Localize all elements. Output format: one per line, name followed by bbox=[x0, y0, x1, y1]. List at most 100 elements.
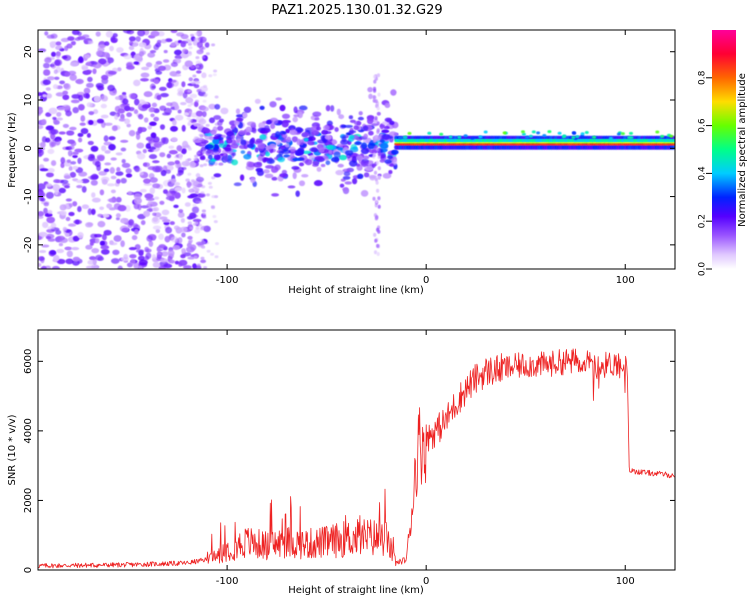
heatmap-cell bbox=[175, 70, 181, 75]
heatmap-cell bbox=[204, 42, 210, 48]
heatmap-cell bbox=[163, 49, 168, 54]
heatmap-cell bbox=[655, 130, 660, 134]
heatmap-cell bbox=[149, 187, 155, 195]
heatmap-cell bbox=[67, 150, 73, 157]
heatmap-cell bbox=[64, 45, 69, 51]
heatmap-cell bbox=[105, 30, 114, 38]
heatmap-cell bbox=[194, 154, 199, 158]
heatmap-cell bbox=[120, 139, 129, 143]
heatmap-cell bbox=[362, 125, 369, 131]
heatmap-cell bbox=[104, 122, 113, 126]
heatmap-cell bbox=[247, 161, 255, 168]
heatmap-cell bbox=[182, 265, 192, 269]
heatmap-cell bbox=[123, 253, 129, 260]
heatmap-cell bbox=[314, 117, 320, 121]
heatmap-cell bbox=[190, 80, 195, 84]
heatmap-cell bbox=[354, 141, 363, 146]
heatmap-cell bbox=[373, 138, 377, 143]
heatmap-cell bbox=[165, 169, 171, 174]
heatmap-cell bbox=[41, 265, 47, 269]
heatmap-cell bbox=[368, 130, 374, 136]
heatmap-cell bbox=[90, 175, 95, 181]
heatmap-cell bbox=[240, 150, 246, 154]
heatmap-cell bbox=[326, 144, 334, 150]
heatmap-cell bbox=[390, 89, 397, 96]
spectrogram-y-tick-label: -10 bbox=[23, 188, 34, 204]
heatmap-cell bbox=[196, 151, 201, 155]
heatmap-cell bbox=[208, 74, 213, 78]
heatmap-cell bbox=[279, 146, 286, 150]
heatmap-cell bbox=[45, 172, 54, 178]
heatmap-cell bbox=[191, 206, 200, 214]
heatmap-cell bbox=[193, 255, 198, 259]
heatmap-cell bbox=[104, 41, 110, 46]
heatmap-cell bbox=[107, 70, 117, 75]
heatmap-cell bbox=[149, 83, 156, 91]
heatmap-cell bbox=[210, 252, 215, 256]
heatmap-cell bbox=[110, 37, 118, 43]
heatmap-cell bbox=[348, 130, 357, 134]
heatmap-cell bbox=[85, 62, 92, 66]
heatmap-cell bbox=[151, 102, 158, 108]
heatmap-cell bbox=[115, 96, 121, 100]
heatmap-cell bbox=[338, 154, 348, 161]
heatmap-cell bbox=[58, 131, 66, 135]
heatmap-cell bbox=[101, 233, 107, 241]
heatmap-cell bbox=[100, 248, 110, 255]
heatmap-cell bbox=[271, 176, 278, 181]
heatmap-cell bbox=[152, 183, 161, 189]
heatmap-cell bbox=[277, 156, 285, 163]
heatmap-cell bbox=[130, 258, 136, 266]
heatmap-cell bbox=[214, 103, 221, 110]
heatmap-cell bbox=[184, 202, 191, 207]
heatmap-cell bbox=[120, 240, 125, 248]
heatmap-cell bbox=[182, 48, 188, 54]
heatmap-cell bbox=[65, 216, 71, 222]
heatmap-cell bbox=[374, 203, 378, 208]
heatmap-cell bbox=[212, 215, 217, 218]
heatmap-cell bbox=[356, 155, 364, 161]
heatmap-cell bbox=[101, 145, 107, 152]
heatmap-cell bbox=[50, 141, 56, 148]
heatmap-cell bbox=[330, 105, 335, 112]
heatmap-cell bbox=[81, 186, 87, 193]
heatmap-cell bbox=[190, 33, 195, 37]
heatmap-cell bbox=[152, 261, 161, 268]
heatmap-cell bbox=[64, 232, 70, 237]
heatmap-cell bbox=[166, 102, 173, 107]
heatmap-cell bbox=[75, 219, 80, 225]
heatmap-cell bbox=[156, 251, 163, 258]
heatmap-cell bbox=[161, 209, 170, 216]
heatmap-cell bbox=[170, 236, 179, 243]
heatmap-cell bbox=[151, 254, 157, 260]
heatmap-cell bbox=[115, 178, 121, 184]
heatmap-cell bbox=[360, 190, 369, 197]
heatmap-cell bbox=[206, 193, 210, 197]
heatmap-cell bbox=[50, 133, 56, 140]
heatmap-cell bbox=[187, 51, 192, 54]
heatmap-cell bbox=[188, 188, 195, 193]
heatmap-cell bbox=[199, 134, 204, 138]
heatmap-cell bbox=[271, 193, 280, 197]
heatmap-cell bbox=[43, 62, 50, 69]
heatmap-cell bbox=[56, 258, 66, 265]
heatmap-cell bbox=[525, 135, 530, 139]
heatmap-cell bbox=[66, 250, 73, 258]
heatmap-cell bbox=[236, 117, 244, 122]
heatmap-cell bbox=[103, 168, 110, 173]
heatmap-cell bbox=[312, 160, 320, 166]
heatmap-cell bbox=[65, 198, 73, 202]
heatmap-cell bbox=[70, 99, 80, 104]
heatmap-cell bbox=[158, 244, 166, 249]
snr-x-tick-label: 0 bbox=[423, 576, 429, 587]
heatmap-cell bbox=[162, 59, 170, 63]
heatmap-cell bbox=[313, 180, 323, 187]
heatmap-cell bbox=[38, 107, 44, 115]
heatmap-cell bbox=[233, 182, 242, 187]
heatmap-cell bbox=[104, 150, 111, 154]
heatmap-cell bbox=[161, 251, 169, 257]
heatmap-cell bbox=[376, 160, 380, 165]
heatmap-cell bbox=[140, 72, 150, 78]
heatmap-cell bbox=[196, 44, 201, 48]
heatmap-cell bbox=[85, 222, 93, 228]
